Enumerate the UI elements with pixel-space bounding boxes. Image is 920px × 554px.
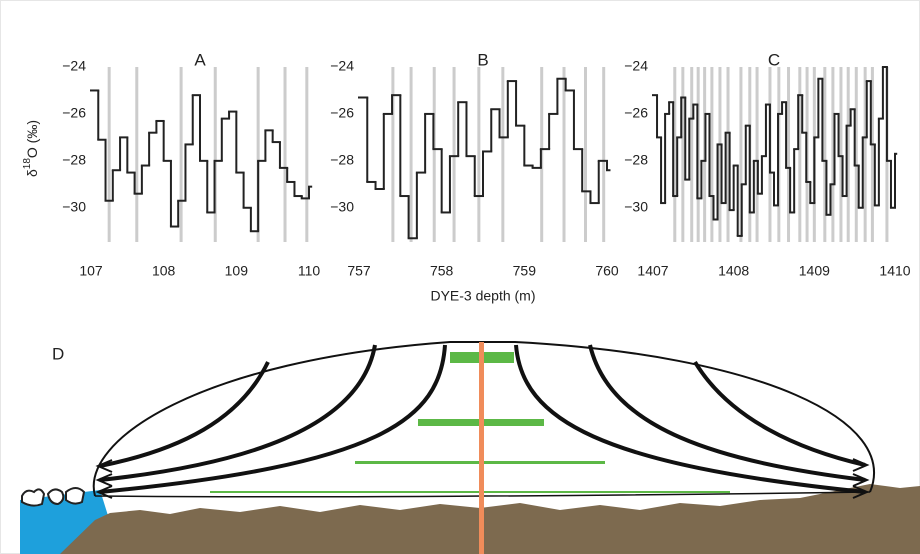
panel-label: D [52, 344, 64, 363]
x-axis-label: DYE-3 depth (m) [430, 288, 535, 304]
x-tick-label: 1408 [718, 263, 749, 279]
y-tick-label: −30 [62, 198, 86, 214]
y-tick-label: −28 [624, 152, 648, 168]
chart-title: B [477, 50, 488, 69]
flow-lines [99, 344, 866, 494]
x-tick-label: 109 [225, 263, 249, 279]
y-axis-label-part: 18 [22, 158, 33, 170]
y-tick-label: −24 [624, 58, 648, 74]
bedrock [60, 484, 920, 554]
flow-arrowheads [95, 458, 870, 499]
ice-sheet-diagram: D [20, 341, 920, 554]
chart-panel: 1407 1408 1409 1410 −24 −26 −28 −30 C [624, 50, 911, 278]
x-tick-label: 110 [298, 263, 321, 279]
x-tick-label: 759 [513, 263, 537, 279]
y-tick-label: −30 [624, 198, 648, 214]
y-tick-label: −24 [62, 58, 86, 74]
y-tick-label: −30 [330, 198, 354, 214]
y-axis-label-part: O (‰) [24, 120, 40, 158]
y-axis-label: δ18O (‰) [22, 120, 40, 177]
chart-title: C [768, 50, 780, 69]
y-tick-label: −26 [330, 105, 354, 121]
x-tick-label: 108 [152, 263, 176, 279]
x-tick-label: 757 [347, 263, 371, 279]
x-tick-label: 107 [79, 263, 103, 279]
y-tick-label: −24 [330, 58, 354, 74]
y-tick-label: −28 [62, 152, 86, 168]
x-tick-label: 760 [595, 263, 619, 279]
x-tick-label: 758 [430, 263, 454, 279]
y-tick-label: −28 [330, 152, 354, 168]
y-axis-label-part: δ [24, 169, 40, 177]
x-tick-label: 1410 [879, 263, 910, 279]
sea-ice [21, 487, 86, 507]
ice-core [479, 342, 484, 554]
y-tick-label: −26 [624, 105, 648, 121]
chart-panel: 757 758 759 760 −24 −26 −28 −30 B DYE-3 depth (m) [330, 50, 619, 303]
x-tick-label: 1409 [799, 263, 830, 279]
ice-base [94, 491, 871, 498]
chart-title: A [194, 50, 206, 69]
x-tick-label: 1407 [637, 263, 668, 279]
y-tick-label: −26 [62, 105, 86, 121]
